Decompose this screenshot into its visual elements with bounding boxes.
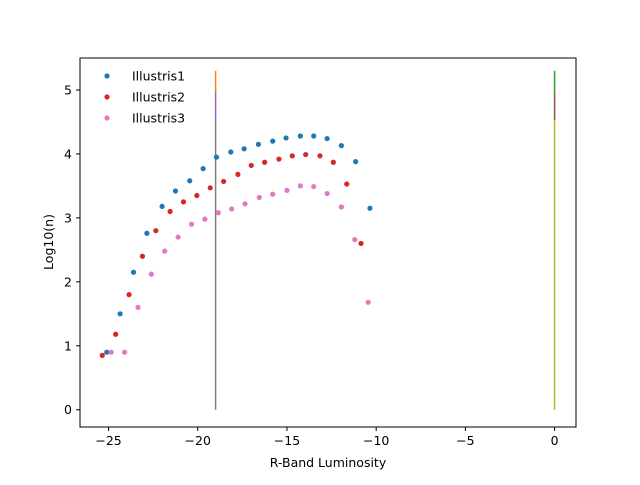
data-point-illustris1 (172, 188, 179, 194)
data-point-illustris1 (213, 154, 220, 160)
legend-marker-illustris3 (104, 115, 110, 121)
data-point-illustris2 (330, 159, 336, 165)
data-point-illustris2 (276, 156, 282, 162)
legend-marker-illustris2 (104, 94, 110, 100)
data-points (99, 133, 373, 358)
data-point-illustris3 (352, 237, 358, 243)
data-point-illustris1 (324, 135, 330, 142)
data-point-illustris1 (104, 349, 110, 355)
data-point-illustris2 (207, 185, 213, 191)
data-point-illustris3 (284, 187, 290, 193)
data-point-illustris2 (358, 240, 364, 247)
data-point-illustris3 (365, 299, 371, 305)
x-tick-label: −20 (185, 433, 211, 448)
data-point-illustris1 (117, 311, 123, 317)
data-point-illustris2 (235, 171, 241, 177)
data-point-illustris3 (256, 194, 262, 201)
data-point-illustris2 (167, 208, 173, 215)
data-point-illustris1 (159, 203, 165, 209)
data-point-illustris3 (242, 201, 248, 207)
data-point-illustris3 (148, 271, 154, 277)
data-point-illustris1 (353, 159, 359, 165)
data-point-illustris3 (215, 210, 221, 216)
data-point-illustris3 (311, 183, 317, 190)
data-point-illustris2 (248, 162, 254, 169)
y-tick-label: 1 (64, 338, 72, 353)
data-point-illustris1 (270, 138, 276, 144)
x-axis-label: R-Band Luminosity (270, 455, 387, 470)
data-point-illustris2 (221, 178, 227, 185)
data-point-illustris3 (270, 191, 276, 197)
data-point-illustris3 (297, 183, 303, 189)
x-tick-label: 0 (551, 433, 559, 448)
legend-label-illustris3: Illustris3 (132, 111, 185, 126)
x-axis-ticks: −25 −20 −15 −10 −5 0 (95, 427, 559, 448)
data-point-illustris2 (344, 181, 350, 187)
data-point-illustris2 (99, 352, 105, 358)
legend-label-illustris1: Illustris1 (132, 69, 185, 84)
data-point-illustris2 (126, 292, 132, 298)
data-point-illustris1 (228, 149, 234, 155)
y-tick-label: 3 (64, 210, 72, 225)
data-point-illustris1 (297, 133, 303, 139)
legend-marker-illustris1 (104, 73, 110, 79)
data-point-illustris1 (241, 146, 247, 152)
data-point-illustris1 (130, 269, 137, 275)
y-axis-label: Log10(n) (41, 214, 56, 270)
y-tick-label: 5 (64, 82, 72, 97)
data-point-illustris3 (324, 190, 330, 197)
vertical-lines (214, 70, 556, 410)
data-point-illustris2 (317, 153, 323, 159)
x-tick-label: −5 (456, 433, 474, 448)
data-point-illustris3 (162, 248, 168, 254)
data-point-illustris2 (180, 199, 187, 205)
data-point-illustris2 (139, 253, 146, 259)
data-point-illustris1 (367, 205, 373, 211)
data-point-illustris3 (188, 221, 195, 227)
x-tick-label: −15 (274, 433, 300, 448)
y-tick-label: 2 (64, 274, 72, 289)
data-point-illustris1 (200, 166, 206, 172)
data-point-illustris1 (311, 133, 317, 139)
x-tick-label: −10 (363, 433, 389, 448)
data-point-illustris1 (144, 230, 150, 236)
data-point-illustris2 (194, 192, 200, 199)
data-point-illustris3 (338, 204, 344, 210)
x-tick-label: −25 (95, 433, 121, 448)
data-point-illustris2 (153, 228, 159, 234)
data-point-illustris2 (289, 153, 295, 159)
data-point-illustris1 (255, 141, 262, 147)
y-axis-ticks: 0 1 2 3 4 5 (64, 82, 80, 417)
y-tick-label: 0 (64, 402, 72, 417)
data-point-illustris3 (175, 234, 181, 240)
data-point-illustris1 (338, 143, 344, 149)
data-point-illustris3 (202, 216, 208, 222)
data-point-illustris3 (122, 349, 128, 355)
data-point-illustris3 (108, 349, 114, 355)
plot-frame (79, 57, 577, 428)
legend-label-illustris2: Illustris2 (132, 90, 185, 105)
data-point-illustris3 (135, 304, 141, 311)
data-point-illustris2 (262, 159, 268, 165)
data-point-illustris1 (283, 135, 289, 141)
y-tick-label: 4 (64, 146, 72, 161)
data-point-illustris1 (187, 178, 193, 184)
data-point-illustris2 (303, 151, 309, 158)
data-point-illustris3 (229, 206, 235, 212)
data-point-illustris2 (113, 331, 119, 337)
legend: Illustris1 Illustris2 Illustris3 (104, 69, 185, 126)
